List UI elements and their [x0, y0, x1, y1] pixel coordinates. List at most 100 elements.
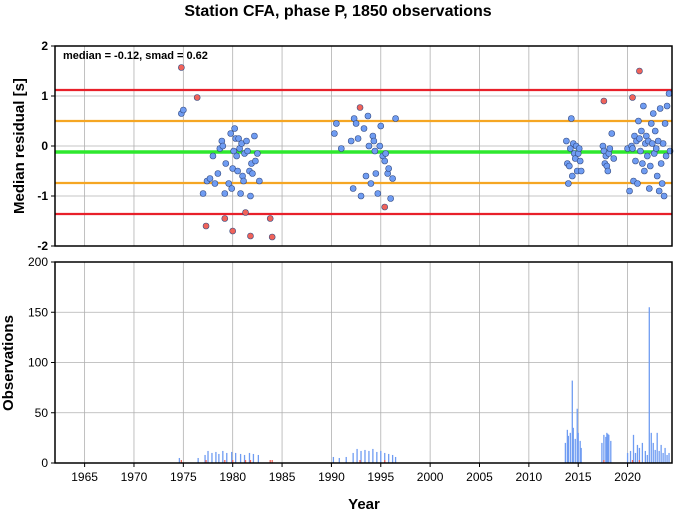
residual-point: [229, 227, 236, 235]
residual-y-tick-label: -2: [37, 239, 48, 253]
x-tick-label: 2005: [466, 470, 493, 484]
residual-point: [193, 94, 201, 101]
residual-point: [665, 90, 673, 97]
residual-point: [206, 175, 214, 182]
observations-y-tick-label: 50: [35, 406, 49, 420]
residual-point: [636, 135, 643, 142]
residual-point: [227, 130, 235, 137]
residual-point: [370, 137, 378, 145]
residual-point: [392, 115, 399, 122]
residual-point: [242, 209, 249, 216]
residual-point: [629, 145, 636, 152]
residual-point: [659, 140, 667, 147]
x-tick-label: 2010: [516, 470, 543, 484]
residual-point: [651, 127, 659, 135]
residual-point: [235, 135, 242, 142]
residual-point: [222, 160, 230, 167]
residual-point: [237, 190, 244, 197]
residual-point: [635, 117, 642, 125]
residual-y-tick-label: -1: [37, 189, 48, 203]
residual-point: [354, 135, 362, 142]
residual-point: [636, 67, 643, 75]
residual-point: [356, 104, 364, 111]
residual-y-tick-label: 2: [41, 39, 48, 53]
x-tick-label: 2015: [565, 470, 592, 484]
residual-point: [360, 125, 368, 132]
x-tick-label: 2000: [417, 470, 444, 484]
residual-point: [180, 106, 187, 114]
residual-point: [357, 192, 365, 200]
residual-point: [333, 120, 340, 127]
residual-point: [211, 180, 219, 187]
observations-y-ticks: 0 50 100 150 200: [28, 255, 55, 470]
residual-point: [371, 147, 379, 155]
x-tick-label: 1980: [219, 470, 246, 484]
residual-point: [251, 132, 258, 140]
observations-y-tick-label: 0: [41, 456, 48, 470]
residual-point: [331, 130, 338, 137]
residual-point: [372, 170, 380, 177]
residual-point: [377, 122, 385, 130]
residual-point: [381, 203, 389, 211]
residual-point: [202, 222, 210, 230]
residual-point: [604, 167, 612, 175]
residual-point: [563, 137, 570, 145]
residual-point: [178, 64, 185, 71]
residual-point: [362, 172, 370, 180]
residual-point: [644, 152, 651, 160]
residual-point: [566, 162, 573, 170]
residual-point: [568, 172, 576, 180]
residual-y-tick-label: 1: [41, 89, 48, 103]
residual-point: [663, 102, 671, 110]
x-tick-label: 1975: [170, 470, 197, 484]
residual-point: [347, 137, 355, 145]
x-axis-label: Year: [348, 496, 380, 511]
residual-point: [568, 115, 575, 122]
residual-point: [565, 180, 572, 187]
residual-point: [233, 152, 240, 160]
residual-point: [606, 145, 614, 152]
residual-point: [374, 190, 382, 197]
observations-grid: [55, 261, 672, 464]
residual-point: [629, 94, 636, 101]
residual-y-label: Median residual [s]: [11, 78, 28, 214]
residual-point: [657, 160, 665, 167]
residual-point: [567, 145, 574, 152]
residual-point: [381, 157, 389, 165]
residual-point: [638, 127, 645, 135]
residual-point: [653, 172, 661, 180]
residual-point: [243, 137, 250, 145]
x-tick-label: 2020: [614, 470, 641, 484]
observations-y-label: Observations: [0, 315, 17, 411]
residual-point: [639, 160, 646, 167]
observations-y-tick-label: 150: [28, 305, 48, 319]
stats-annotation: median = -0.12, smad = 0.62: [63, 50, 208, 62]
residual-point: [230, 147, 237, 155]
residual-point: [608, 130, 616, 137]
x-tick-label: 1970: [121, 470, 148, 484]
residual-point: [389, 175, 396, 182]
residual-point: [641, 167, 648, 175]
residual-point: [254, 150, 261, 157]
observations-x-ticks: 1965 1970 1975 1980 1985 1990 1995 2000 2005 2010…: [71, 463, 641, 484]
residual-point: [646, 162, 654, 170]
x-tick-label: 1995: [367, 470, 394, 484]
residual-point: [652, 145, 660, 152]
residual-point: [649, 110, 657, 117]
residual-point: [247, 192, 254, 200]
residual-point: [252, 157, 259, 165]
residual-point: [240, 177, 247, 185]
observations-y-tick-label: 100: [28, 356, 48, 370]
residual-point: [214, 170, 222, 177]
residual-point: [382, 150, 390, 157]
residual-point: [365, 142, 373, 150]
residual-point: [234, 167, 241, 175]
residual-panel: 2 1 0 -1 -2 median = -0.12, smad = 0.62 Medi…: [11, 39, 674, 253]
residual-point: [367, 180, 375, 187]
residual-point: [256, 177, 263, 185]
residual-point: [610, 155, 618, 162]
residual-point: [632, 157, 639, 165]
residual-point: [221, 215, 229, 222]
residual-point: [575, 145, 583, 152]
